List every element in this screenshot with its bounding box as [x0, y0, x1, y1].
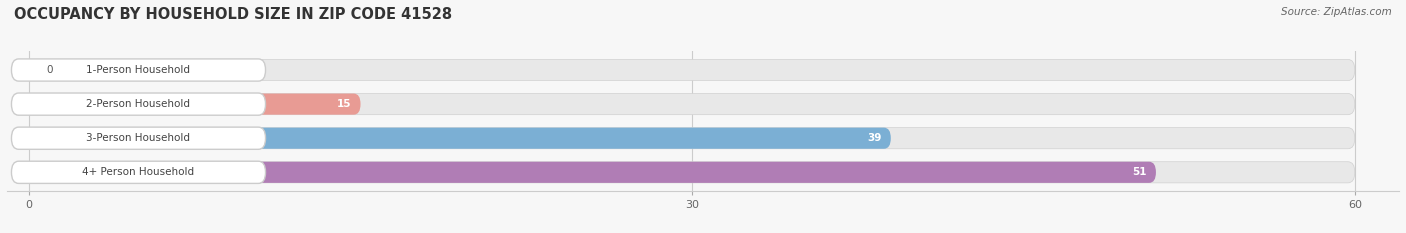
- FancyBboxPatch shape: [30, 128, 1355, 149]
- FancyBboxPatch shape: [30, 93, 1355, 115]
- FancyBboxPatch shape: [11, 93, 266, 115]
- FancyBboxPatch shape: [30, 128, 891, 149]
- FancyBboxPatch shape: [30, 162, 1156, 183]
- Text: 3-Person Household: 3-Person Household: [87, 133, 190, 143]
- FancyBboxPatch shape: [11, 127, 266, 149]
- Text: 2-Person Household: 2-Person Household: [87, 99, 190, 109]
- FancyBboxPatch shape: [30, 162, 1355, 183]
- FancyBboxPatch shape: [30, 59, 42, 81]
- Text: 15: 15: [337, 99, 352, 109]
- FancyBboxPatch shape: [30, 59, 1355, 81]
- FancyBboxPatch shape: [11, 59, 266, 81]
- Text: 4+ Person Household: 4+ Person Household: [83, 167, 194, 177]
- FancyBboxPatch shape: [30, 93, 360, 115]
- Text: 39: 39: [868, 133, 882, 143]
- Text: Source: ZipAtlas.com: Source: ZipAtlas.com: [1281, 7, 1392, 17]
- FancyBboxPatch shape: [11, 161, 266, 183]
- Text: 0: 0: [46, 65, 53, 75]
- Text: 51: 51: [1133, 167, 1147, 177]
- Text: 1-Person Household: 1-Person Household: [87, 65, 190, 75]
- Text: OCCUPANCY BY HOUSEHOLD SIZE IN ZIP CODE 41528: OCCUPANCY BY HOUSEHOLD SIZE IN ZIP CODE …: [14, 7, 453, 22]
